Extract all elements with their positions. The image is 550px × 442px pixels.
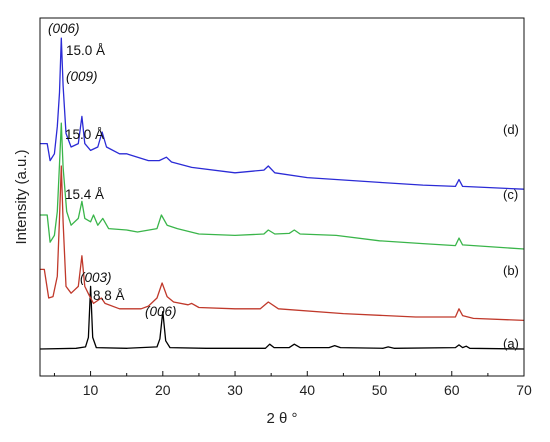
series-line-a xyxy=(39,285,525,350)
annotation-d-009: (009) xyxy=(66,69,98,84)
x-tick-label-40: 40 xyxy=(299,382,315,398)
x-tick-label-60: 60 xyxy=(444,382,460,398)
series-layer xyxy=(39,37,525,350)
annotation-d-006: (006) xyxy=(48,21,80,36)
annotation-c-spacing: 15.0 Å xyxy=(65,127,104,142)
series-line-d xyxy=(40,37,525,190)
plot-frame xyxy=(39,17,525,377)
annotation-b-spacing: 15.4 Å xyxy=(65,187,104,202)
x-tick-label-50: 50 xyxy=(372,382,388,398)
x-tick-label-20: 20 xyxy=(155,382,171,398)
annotation-a-006: (006) xyxy=(145,304,177,319)
x-axis-title: 2 θ ° xyxy=(266,410,297,427)
curve-label-d: (d) xyxy=(503,122,519,137)
curve-label-b: (b) xyxy=(503,263,519,278)
x-tick-label-70: 70 xyxy=(516,382,532,398)
series-line-c xyxy=(40,122,525,250)
curve-label-c: (c) xyxy=(503,187,518,202)
x-tick-label-30: 30 xyxy=(227,382,243,398)
annotation-a-003: (003) xyxy=(80,270,112,285)
series-line-b xyxy=(40,165,525,322)
x-axis: 10 20 30 40 50 60 70 xyxy=(53,371,532,398)
curve-label-a: (a) xyxy=(503,336,519,351)
annotation-d-spacing: 15.0 Å xyxy=(66,43,105,58)
y-axis-title: Intensity (a.u.) xyxy=(13,149,30,244)
annotation-a-spacing: 8.8 Å xyxy=(93,288,125,303)
x-tick-label-10: 10 xyxy=(83,382,99,398)
